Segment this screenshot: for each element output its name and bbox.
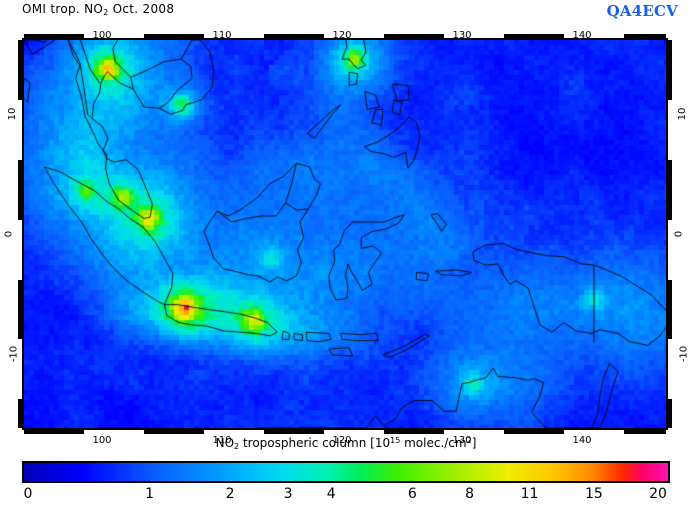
axis-label-left-0: 0	[3, 230, 15, 238]
no2-heatmap-canvas	[24, 40, 666, 428]
title-date: Oct. 2008	[108, 2, 175, 16]
cb-t5: molec./cm	[400, 436, 467, 450]
title-subscript: 2	[103, 8, 109, 17]
axis-label-left-10: 10	[6, 107, 18, 121]
colorbar-tick-8: 8	[465, 486, 475, 502]
axis-label-right-0: 0	[673, 230, 685, 238]
colorbar-tick-2: 2	[225, 486, 235, 502]
colorbar-title: NO2 tropospheric column [1015 molec./cm2…	[216, 436, 477, 451]
cb-t7: ]	[471, 436, 477, 450]
cb-t1: NO	[215, 436, 235, 450]
cb-t4: 15	[390, 436, 401, 445]
axis-label-bottom-110: 110	[212, 435, 232, 446]
axis-ticks-left	[18, 38, 22, 430]
colorbar-tick-6: 6	[407, 486, 417, 502]
axis-label-bottom-120: 120	[332, 435, 352, 446]
axis-label-top-120: 120	[332, 30, 352, 41]
colorbar-tick-3: 3	[283, 486, 293, 502]
page-title: OMI trop. NO2 Oct. 2008	[22, 2, 174, 17]
axis-label-bottom-140: 140	[572, 435, 592, 446]
map-clip	[24, 40, 666, 428]
colorbar-gradient	[24, 463, 668, 481]
axis-ticks-bottom	[22, 430, 668, 434]
colorbar-tick-20: 20	[649, 486, 667, 502]
colorbar-tick-4: 4	[326, 486, 336, 502]
axis-label-top-110: 110	[212, 30, 232, 41]
title-text: OMI trop. NO	[22, 2, 104, 16]
colorbar-tick-1: 1	[145, 486, 155, 502]
axis-label-right-10: 10	[676, 107, 688, 121]
cb-t6: 2	[466, 436, 472, 445]
qa4ecv-logo: QA4ECV	[606, 2, 678, 20]
colorbar	[22, 461, 670, 483]
axis-label-left--10: -10	[8, 345, 20, 362]
axis-label-top-140: 140	[572, 30, 592, 41]
cb-t3: tropospheric column [10	[239, 436, 391, 450]
axis-label-bottom-130: 130	[452, 435, 472, 446]
axis-label-right--10: -10	[678, 345, 690, 362]
axis-label-top-130: 130	[452, 30, 472, 41]
axis-label-top-100: 100	[92, 30, 112, 41]
axis-ticks-right	[668, 38, 672, 430]
colorbar-tick-15: 15	[585, 486, 603, 502]
map-plot-frame	[22, 38, 668, 430]
cb-t2: 2	[234, 442, 240, 451]
axis-label-bottom-100: 100	[92, 435, 112, 446]
colorbar-tick-11: 11	[520, 486, 539, 502]
colorbar-tick-0: 0	[23, 486, 33, 502]
axis-ticks-top	[22, 34, 668, 38]
